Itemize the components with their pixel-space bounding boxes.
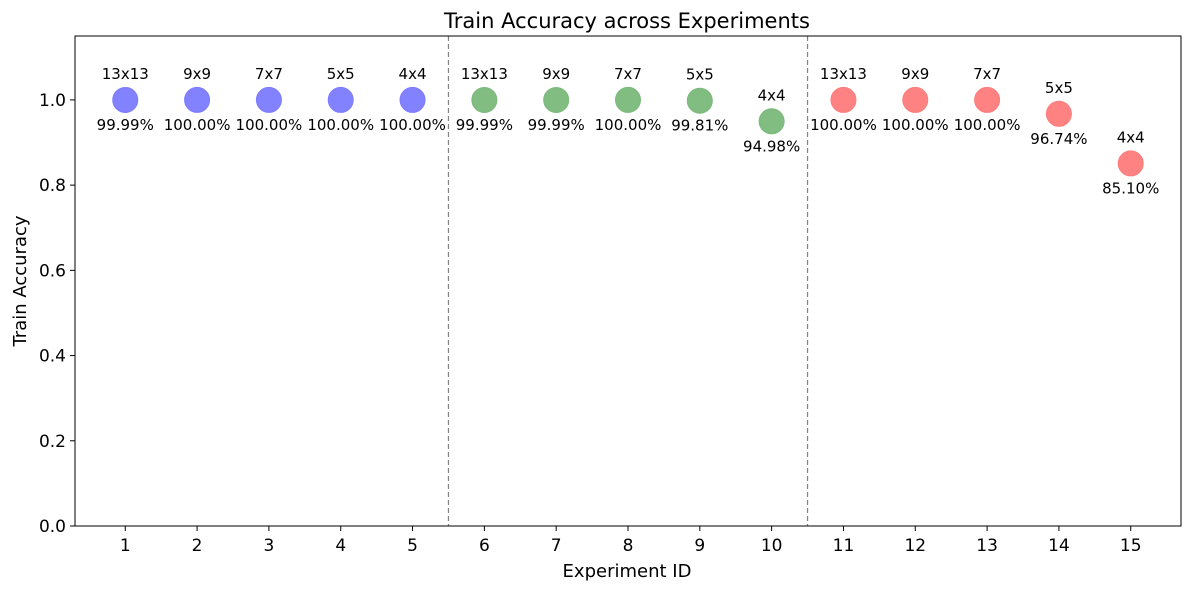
y-tick-label: 0.8	[39, 176, 66, 196]
point-size-label: 5x5	[1045, 79, 1073, 97]
x-tick-label: 13	[976, 536, 998, 556]
x-axis-label: Experiment ID	[563, 561, 692, 582]
x-tick-label: 9	[694, 536, 705, 556]
point-value-label: 99.81%	[671, 117, 728, 135]
x-tick-label: 14	[1048, 536, 1070, 556]
x-tick-label: 8	[623, 536, 634, 556]
data-point	[1045, 100, 1072, 127]
y-tick-label: 0.4	[39, 347, 66, 367]
point-value-label: 99.99%	[456, 116, 513, 134]
point-size-label: 4x4	[1117, 128, 1145, 146]
point-annotations: 13x13 99.99% 9x9 100.00% 7x7 100.00% 5x5 100.00…	[97, 65, 1160, 197]
data-point	[255, 86, 282, 113]
data-point	[830, 86, 857, 113]
chart-title: Train Accuracy across Experiments	[443, 9, 810, 33]
x-tick-label: 7	[551, 536, 562, 556]
point-value-label: 85.10%	[1102, 179, 1159, 197]
point-value-label: 94.98%	[743, 137, 800, 155]
data-point	[399, 86, 426, 113]
x-tick-label: 15	[1120, 536, 1142, 556]
x-tick-label: 12	[904, 536, 926, 556]
x-axis: 1 2 3 4 5 6 7 8 9 10 11 12 13 14 15	[120, 526, 1142, 556]
x-tick-label: 3	[263, 536, 274, 556]
point-size-label: 5x5	[327, 65, 355, 83]
point-value-label: 100.00%	[236, 116, 303, 134]
point-size-label: 4x4	[399, 65, 427, 83]
point-size-label: 9x9	[183, 65, 211, 83]
point-value-label: 100.00%	[810, 116, 877, 134]
point-size-label: 7x7	[614, 65, 642, 83]
x-tick-label: 11	[833, 536, 855, 556]
data-point	[758, 108, 785, 135]
point-value-label: 100.00%	[954, 116, 1021, 134]
data-point	[471, 86, 498, 113]
y-tick-label: 0.0	[39, 517, 66, 537]
data-point	[543, 86, 570, 113]
point-size-label: 4x4	[758, 86, 786, 104]
data-point	[327, 86, 354, 113]
group-separators	[447, 36, 809, 526]
y-axis: 0.0 0.2 0.4 0.6 0.8 1.0	[39, 91, 75, 537]
data-point	[974, 86, 1001, 113]
point-value-label: 100.00%	[595, 116, 662, 134]
point-size-label: 13x13	[461, 65, 508, 83]
x-tick-label: 1	[120, 536, 131, 556]
x-tick-label: 5	[407, 536, 418, 556]
point-value-label: 100.00%	[379, 116, 446, 134]
point-size-label: 5x5	[686, 66, 714, 84]
x-tick-label: 4	[335, 536, 346, 556]
data-point	[1117, 150, 1144, 177]
data-point	[686, 87, 713, 114]
point-value-label: 99.99%	[97, 116, 154, 134]
point-value-label: 100.00%	[164, 116, 231, 134]
y-tick-label: 0.2	[39, 432, 66, 452]
point-value-label: 100.00%	[882, 116, 949, 134]
data-point	[184, 86, 211, 113]
y-axis-label: Train Accuracy	[10, 215, 31, 347]
point-size-label: 9x9	[901, 65, 929, 83]
point-size-label: 9x9	[542, 65, 570, 83]
point-size-label: 7x7	[973, 65, 1001, 83]
point-size-label: 13x13	[820, 65, 867, 83]
data-point	[902, 86, 929, 113]
data-point	[112, 86, 139, 113]
point-value-label: 100.00%	[307, 116, 374, 134]
x-tick-label: 10	[761, 536, 783, 556]
point-value-label: 99.99%	[528, 116, 585, 134]
data-points	[112, 86, 1144, 177]
data-point	[615, 86, 641, 113]
point-value-label: 96.74%	[1030, 130, 1087, 148]
y-tick-label: 0.6	[39, 261, 66, 281]
x-tick-label: 6	[479, 536, 490, 556]
x-tick-label: 2	[192, 536, 203, 556]
point-size-label: 7x7	[255, 65, 283, 83]
y-tick-label: 1.0	[39, 91, 66, 111]
point-size-label: 13x13	[102, 65, 149, 83]
